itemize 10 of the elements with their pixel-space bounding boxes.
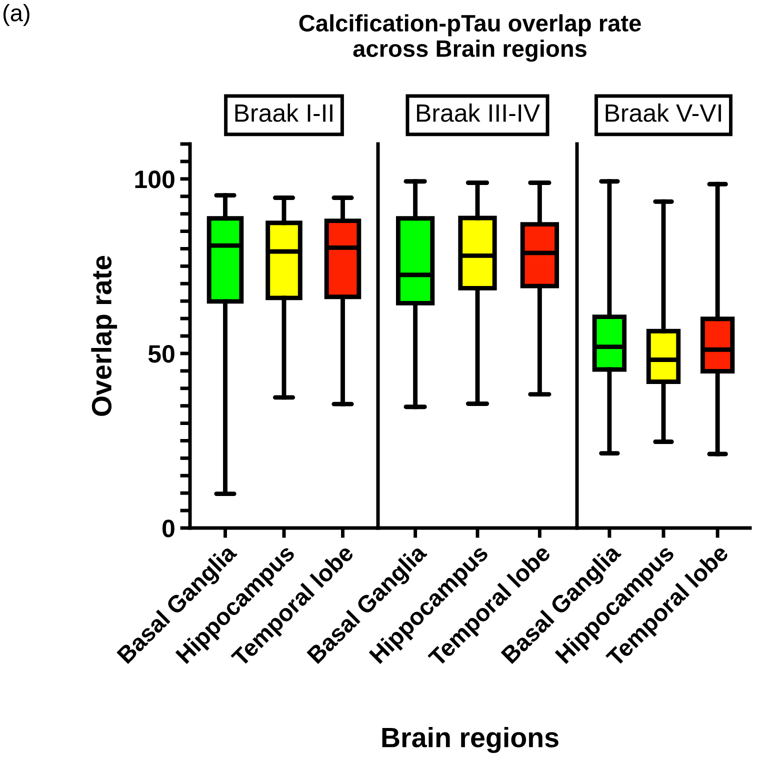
text: Calcification-pTau overlap rate across Brain regions: [299, 14, 641, 62]
y-tick-label: 50: [148, 345, 174, 363]
text: (a): [3, 4, 30, 26]
chart-subtitle: Braak III-IV: [417, 104, 540, 122]
y-tick-label: 0: [162, 520, 174, 538]
chart-subtitle: Braak I-II: [235, 104, 332, 122]
y-tick-label: 100: [135, 170, 174, 188]
x-axis-title: Brain regions: [382, 726, 558, 754]
chart-subtitle: Braak V-VI: [606, 104, 721, 122]
y-axis-title: Overlap rate: [91, 256, 118, 416]
